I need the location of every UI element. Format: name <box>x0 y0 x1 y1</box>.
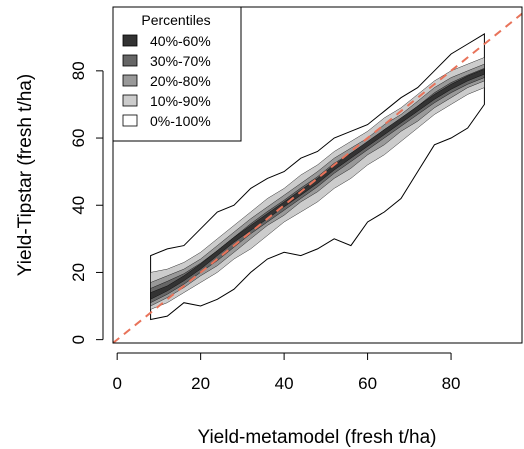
legend-label: 10%-90% <box>150 93 211 109</box>
y-tick-label: 20 <box>69 263 88 282</box>
plot-frame <box>112 6 523 344</box>
y-tick-label: 80 <box>69 61 88 80</box>
legend-label: 40%-60% <box>150 33 211 49</box>
legend-label: 0%-100% <box>150 113 211 129</box>
reference-line-layer <box>112 12 523 344</box>
legend-swatch <box>122 114 138 127</box>
x-tick-label: 20 <box>191 374 210 393</box>
legend-swatch <box>122 74 138 87</box>
legend-entries: 40%-60% 30%-70% 20%-80% 10%-90% 0%-100% <box>122 33 211 129</box>
legend-swatch <box>122 54 138 67</box>
legend-label: 30%-70% <box>150 53 211 69</box>
x-tick-label: 0 <box>112 374 121 393</box>
legend: Percentiles 40%-60% 30%-70% 20%-80% 10%-90%… <box>112 6 242 142</box>
legend-swatch <box>122 94 138 107</box>
axes: 0 20 40 60 80 0 20 40 60 80 <box>69 61 461 393</box>
y-axis-title: Yield-Tipstar (fresh t/ha) <box>15 74 36 276</box>
legend-swatch <box>122 34 138 47</box>
legend-title: Percentiles <box>141 12 210 28</box>
x-axis-title: Yield-metamodel (fresh t/ha) <box>197 427 436 448</box>
x-tick-label: 40 <box>275 374 294 393</box>
band-30-to-70 <box>150 68 485 304</box>
percentile-bands <box>150 33 485 321</box>
reference-line <box>112 12 523 344</box>
legend-label: 20%-80% <box>150 73 211 89</box>
y-tick-label: 60 <box>69 129 88 148</box>
y-tick-label: 0 <box>69 335 88 344</box>
band-40-to-60 <box>150 68 485 300</box>
y-tick-label: 40 <box>69 196 88 215</box>
x-tick-label: 60 <box>358 374 377 393</box>
x-tick-label: 80 <box>442 374 461 393</box>
